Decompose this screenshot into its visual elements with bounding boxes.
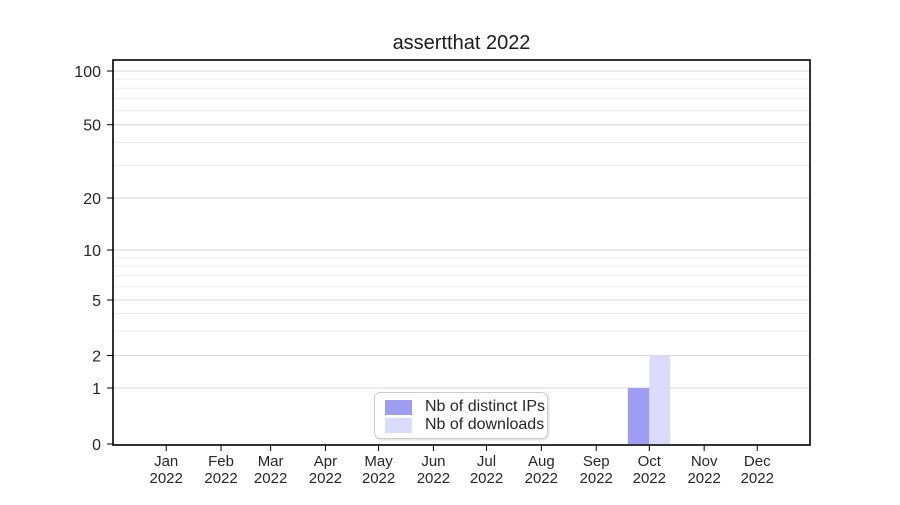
svg-text:May: May (364, 453, 393, 470)
svg-text:Jun: Jun (421, 453, 445, 470)
svg-text:2022: 2022 (580, 470, 613, 487)
svg-text:2022: 2022 (362, 470, 395, 487)
svg-text:2022: 2022 (254, 470, 287, 487)
svg-text:0: 0 (92, 437, 101, 454)
svg-text:Feb: Feb (208, 453, 234, 470)
svg-text:Jan: Jan (154, 453, 178, 470)
svg-text:2022: 2022 (687, 470, 720, 487)
svg-text:Oct: Oct (638, 453, 662, 470)
svg-text:Sep: Sep (583, 453, 610, 470)
svg-text:2: 2 (92, 349, 101, 366)
svg-text:20: 20 (83, 191, 101, 208)
svg-text:Nov: Nov (691, 453, 718, 470)
svg-text:Apr: Apr (314, 453, 337, 470)
svg-text:2022: 2022 (204, 470, 237, 487)
svg-text:2022: 2022 (470, 470, 503, 487)
svg-text:Aug: Aug (528, 453, 555, 470)
svg-text:2022: 2022 (150, 470, 183, 487)
svg-text:2022: 2022 (633, 470, 666, 487)
svg-text:2022: 2022 (309, 470, 342, 487)
svg-text:100: 100 (74, 64, 101, 81)
svg-text:2022: 2022 (417, 470, 450, 487)
svg-text:10: 10 (83, 243, 101, 260)
svg-text:50: 50 (83, 118, 101, 135)
svg-text:2022: 2022 (525, 470, 558, 487)
svg-text:5: 5 (92, 293, 101, 310)
svg-text:Dec: Dec (744, 453, 771, 470)
svg-text:Jul: Jul (477, 453, 496, 470)
svg-text:Mar: Mar (258, 453, 284, 470)
svg-text:1: 1 (92, 381, 101, 398)
svg-text:2022: 2022 (741, 470, 774, 487)
